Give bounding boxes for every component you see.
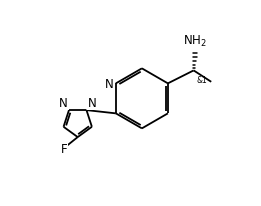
- Text: &1: &1: [197, 76, 207, 84]
- Text: NH$_2$: NH$_2$: [183, 34, 207, 49]
- Text: N: N: [87, 97, 96, 110]
- Text: N: N: [105, 77, 114, 90]
- Text: N: N: [59, 97, 68, 110]
- Text: F: F: [61, 142, 68, 155]
